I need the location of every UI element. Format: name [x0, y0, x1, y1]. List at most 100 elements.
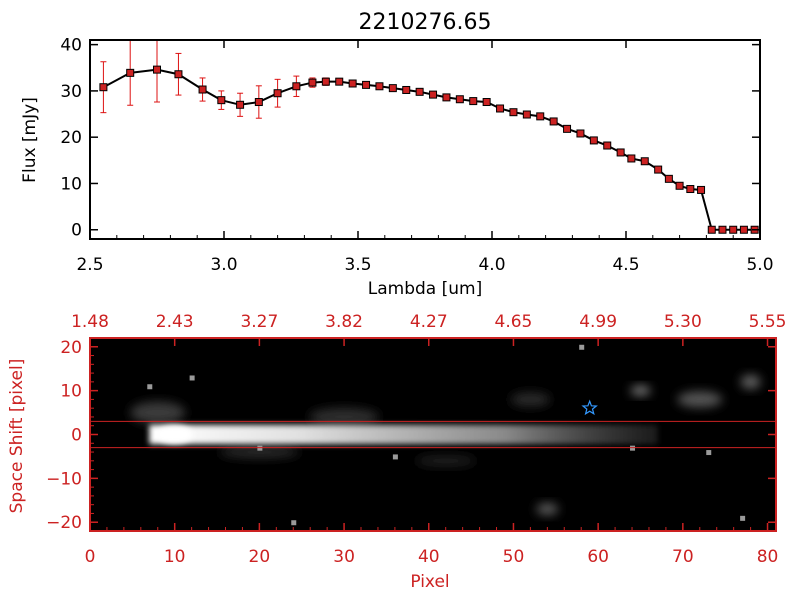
x-tick-label: 80 — [757, 547, 779, 567]
spectrum-y-axis: 0 10 20 30 40 — [60, 36, 760, 241]
y-tick-label: 10 — [60, 174, 82, 194]
top-tick-label: 1.48 — [71, 312, 109, 332]
data-point — [496, 104, 505, 113]
top-tick-label: 5.30 — [664, 312, 702, 332]
hot-pixel — [740, 515, 746, 521]
x-tick-label: 70 — [672, 547, 694, 567]
data-point — [563, 124, 572, 133]
data-point — [522, 110, 531, 119]
image-top-axis: 1.48 2.43 3.27 3.82 4.27 4.65 4.99 5.30 5.55 — [71, 312, 786, 346]
spectrum-x-label: Lambda [um] — [368, 279, 482, 299]
y-tick-label: 0 — [71, 221, 82, 241]
data-point — [153, 65, 161, 74]
trace-peak — [156, 425, 193, 444]
data-point — [198, 85, 207, 94]
spectrum-plot-area — [99, 39, 759, 234]
data-point — [321, 77, 330, 86]
hot-pixel — [579, 344, 585, 350]
top-tick-label: 4.27 — [410, 312, 448, 332]
data-point — [729, 225, 738, 234]
data-point — [697, 185, 706, 194]
x-tick-label: 0 — [85, 547, 96, 567]
extraction-aperture — [90, 420, 776, 449]
y-tick-label: −10 — [46, 469, 82, 489]
hot-pixel — [147, 384, 153, 390]
image-y-label: Space Shift [pixel] — [7, 359, 27, 514]
data-point — [254, 98, 263, 107]
data-point — [482, 98, 491, 107]
data-point — [236, 100, 245, 109]
data-point — [664, 174, 673, 183]
x-tick-label: 10 — [164, 547, 186, 567]
spectrum-title: 2210276.65 — [359, 10, 492, 35]
y-tick-label: 40 — [60, 36, 82, 56]
emission-patch — [536, 503, 559, 516]
image-x-axis: 0 10 20 30 40 50 60 70 80 — [85, 523, 779, 567]
data-point — [686, 185, 695, 194]
data-point — [292, 82, 301, 91]
x-tick-label: 30 — [333, 547, 355, 567]
spectrum-line — [102, 68, 755, 231]
hot-pixel — [291, 520, 297, 526]
spectrum-x-axis: 2.5 3.0 3.5 4.0 4.5 5.0 — [76, 40, 774, 275]
data-point — [442, 93, 451, 102]
emission-patch — [510, 392, 551, 407]
data-point — [675, 181, 684, 190]
data-point — [455, 95, 464, 104]
data-point — [273, 89, 282, 98]
data-point — [536, 112, 545, 121]
x-tick-label: 20 — [249, 547, 271, 567]
data-point — [375, 82, 384, 91]
data-point — [576, 129, 585, 138]
emission-patch — [740, 374, 761, 389]
data-point — [174, 70, 183, 79]
top-tick-label: 4.65 — [495, 312, 533, 332]
data-point — [415, 87, 424, 96]
emission-patch — [677, 391, 723, 408]
x-tick-label: 4.5 — [612, 255, 639, 275]
x-tick-label: 3.0 — [210, 255, 237, 275]
star-shape — [581, 399, 598, 416]
x-tick-label: 5.0 — [746, 255, 773, 275]
spectrum-y-label: Flux [mJy] — [20, 97, 40, 183]
data-point — [402, 85, 411, 94]
data-point — [126, 68, 135, 77]
data-point — [335, 77, 344, 86]
spectrum-frame — [89, 39, 761, 240]
x-tick-label: 40 — [418, 547, 440, 567]
y-tick-label: 0 — [71, 426, 82, 446]
image-panel: 0 10 20 30 40 50 60 70 80 1.48 2.43 3.27 3.82 4.27 4.… — [7, 312, 786, 592]
data-point — [429, 90, 438, 99]
y-tick-label: −20 — [46, 513, 82, 533]
top-tick-label: 2.43 — [156, 312, 194, 332]
image-y-axis: −20 −10 0 10 20 — [46, 338, 776, 533]
hot-pixel — [706, 450, 712, 456]
data-point — [603, 141, 612, 150]
data-point — [388, 84, 397, 93]
emission-patch — [130, 401, 186, 424]
data-point — [627, 154, 636, 163]
y-tick-label: 30 — [60, 82, 82, 102]
data-point — [589, 136, 598, 145]
top-tick-label: 3.82 — [325, 312, 363, 332]
emission-patch — [309, 407, 380, 426]
data-point — [707, 225, 716, 234]
image-x-label: Pixel — [410, 572, 449, 592]
data-point — [469, 97, 478, 106]
emission-patch — [219, 446, 300, 459]
x-tick-label: 3.5 — [344, 255, 371, 275]
data-point — [362, 80, 371, 89]
top-tick-label: 3.27 — [240, 312, 278, 332]
hot-pixel — [392, 454, 398, 460]
x-tick-label: 2.5 — [76, 255, 103, 275]
y-tick-label: 10 — [60, 382, 82, 402]
spectrum-panel: 2210276.65 2.5 3.0 3.5 4.0 4.5 5.0 010203040 … — [20, 10, 774, 299]
data-point — [654, 165, 663, 174]
data-point — [348, 79, 357, 88]
data-point — [616, 148, 625, 157]
y-tick-label: 20 — [60, 338, 82, 358]
data-point — [739, 225, 748, 234]
data-point — [640, 157, 649, 166]
x-tick-label: 50 — [503, 547, 525, 567]
